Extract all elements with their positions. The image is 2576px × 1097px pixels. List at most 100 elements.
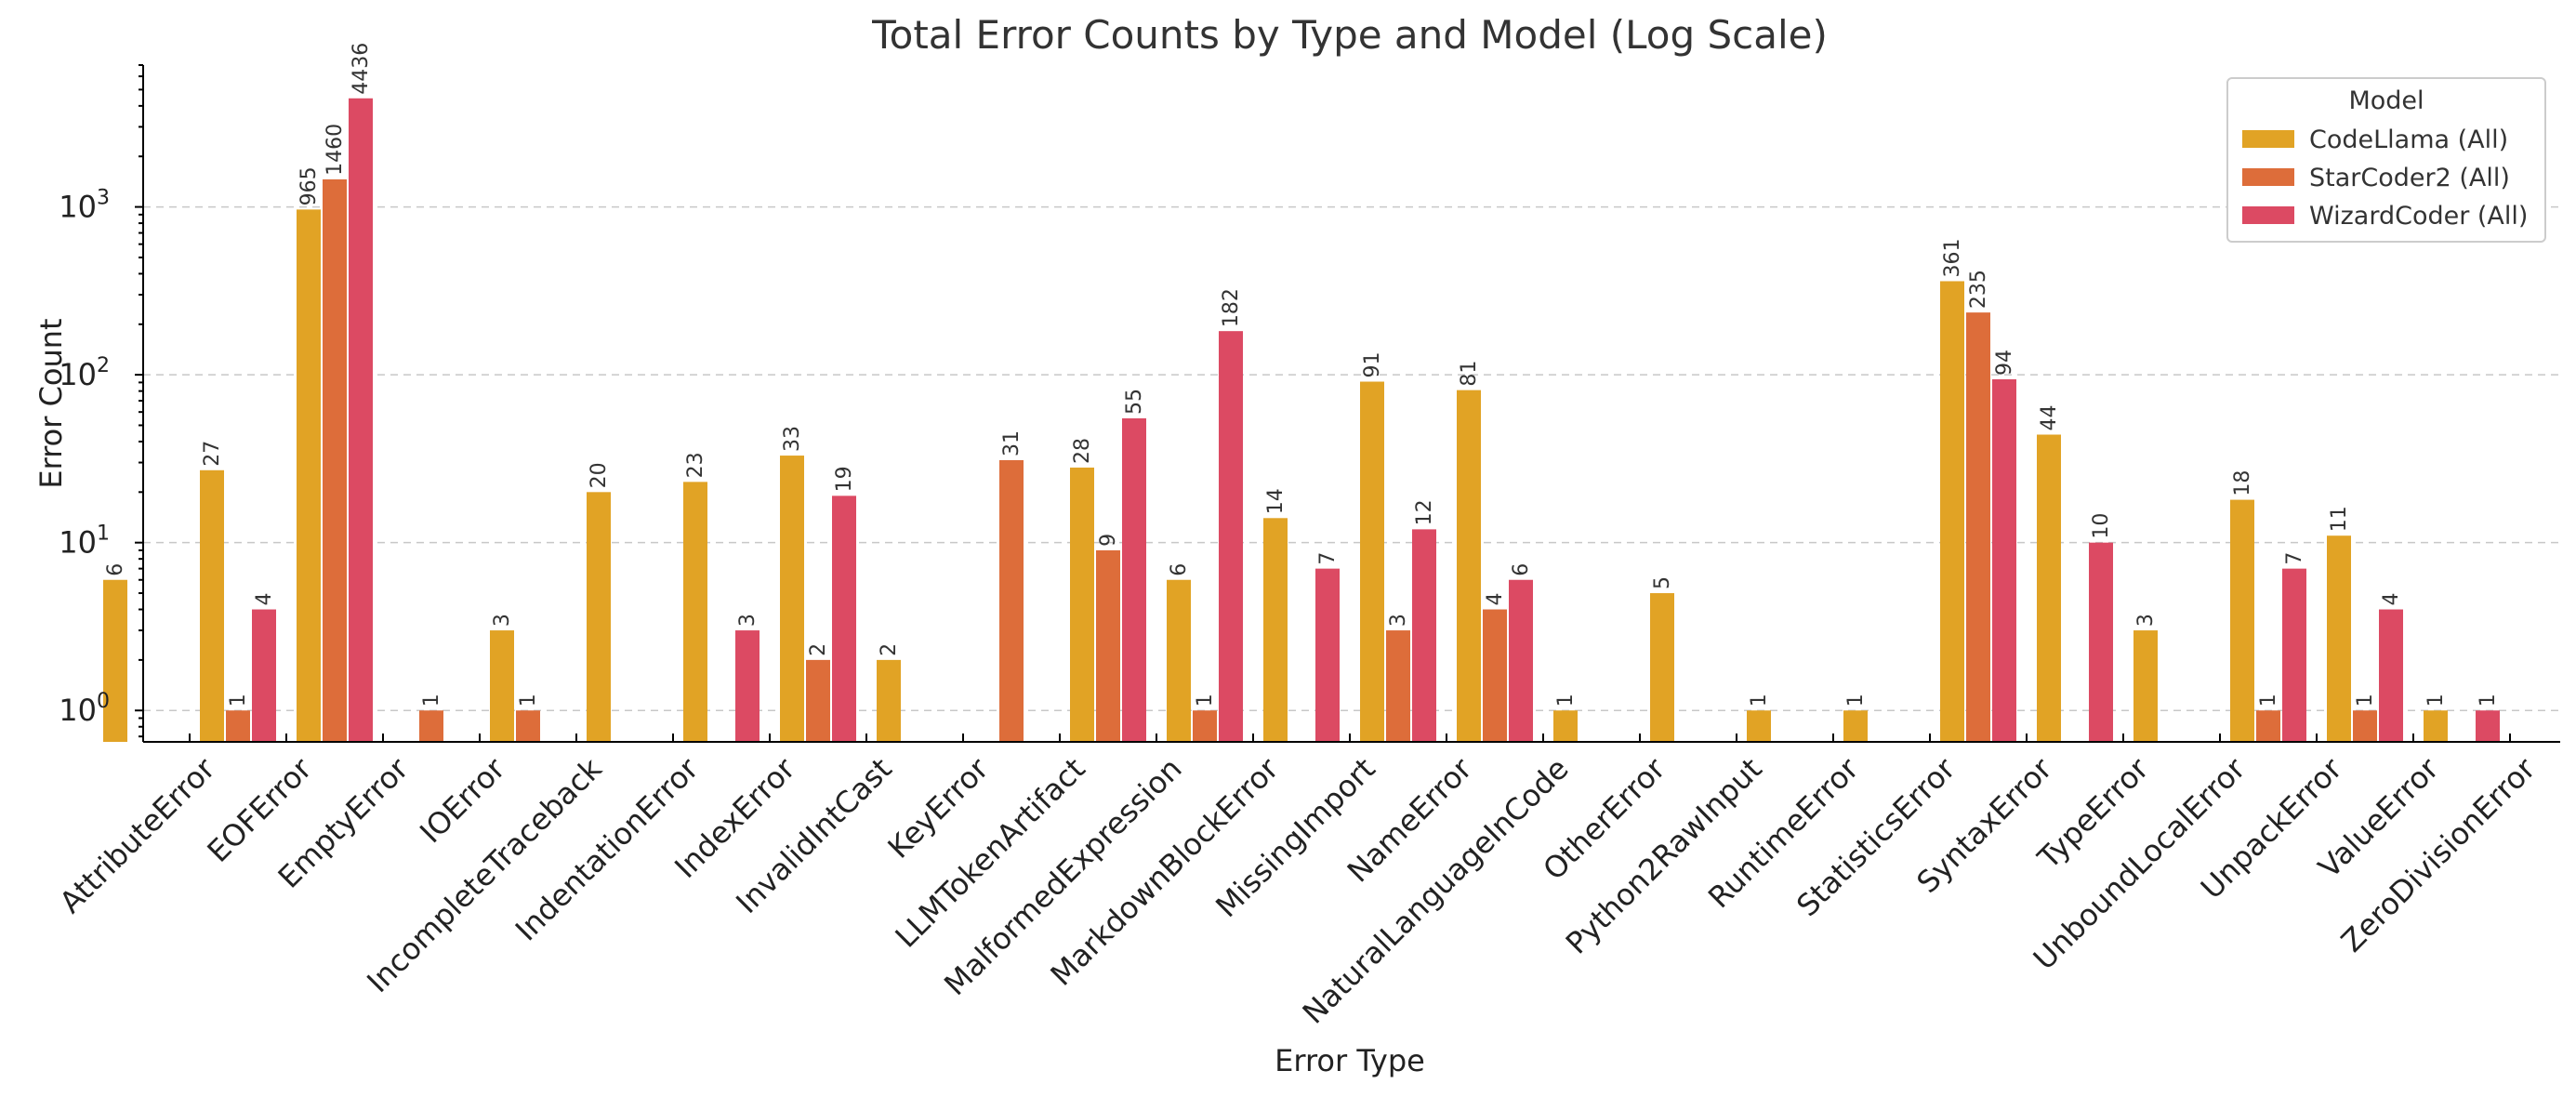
bar-ValueError-2	[2379, 609, 2403, 742]
data-label: 2	[807, 643, 830, 656]
x-tick-label: AttributeError	[53, 750, 223, 920]
bar-IndexError-2	[735, 630, 760, 742]
data-label: 20	[588, 462, 611, 488]
data-label: 1	[420, 694, 443, 707]
bar-ValueError-1	[2353, 710, 2377, 742]
bar-IncompleteTraceback-0	[490, 630, 514, 742]
data-label: 28	[1071, 438, 1094, 464]
data-label: 4436	[350, 43, 373, 95]
bar-EmptyError-0	[297, 209, 321, 742]
data-label: 6	[104, 563, 127, 576]
y-tick-label: 103	[59, 187, 110, 225]
data-label: 1	[517, 694, 540, 707]
bar-UnboundLocalError-0	[2133, 630, 2158, 742]
bar-IndexError-0	[683, 482, 707, 742]
bar-UnpackError-1	[2256, 710, 2280, 742]
bar-IndentationError-0	[587, 492, 611, 742]
bar-MarkdownBlockError-0	[1167, 579, 1191, 742]
data-label: 11	[2328, 506, 2351, 532]
bar-MalformedExpression-0	[1070, 467, 1094, 742]
data-label: 3	[1387, 614, 1410, 627]
y-tick-label: 100	[59, 690, 110, 728]
data-label: 1	[1194, 694, 1217, 707]
data-label: 12	[1413, 499, 1436, 525]
bar-SyntaxError-1	[1966, 312, 1990, 742]
bar-TypeError-0	[2037, 434, 2061, 742]
bar-NaturalLanguageInCode-0	[1457, 390, 1481, 742]
data-label: 182	[1220, 288, 1243, 327]
legend-label-1: StarCoder2 (All)	[2309, 164, 2510, 192]
legend-swatch-0	[2242, 130, 2294, 148]
data-label: 19	[833, 466, 856, 492]
bar-EmptyError-1	[323, 178, 347, 743]
legend-frame	[2226, 77, 2546, 243]
bar-AttributeError-0	[103, 579, 127, 742]
bar-InvalidIntCast-2	[832, 496, 856, 742]
x-tick-label: IndentationError	[509, 750, 706, 947]
bar-NameError-1	[1386, 630, 1410, 742]
bar-SyntaxError-0	[1940, 281, 1964, 742]
legend-label-0: CodeLlama (All)	[2309, 126, 2508, 154]
bar-MalformedExpression-1	[1096, 549, 1120, 742]
data-label: 1	[2257, 694, 2280, 707]
data-label: 4	[2380, 593, 2403, 606]
bar-UnpackError-2	[2282, 568, 2306, 742]
bar-MalformedExpression-2	[1122, 418, 1146, 742]
data-label: 94	[1993, 350, 2016, 376]
y-axis-title: Error Count	[33, 318, 69, 488]
bar-TypeError-2	[2089, 542, 2113, 742]
bar-EOFError-2	[252, 609, 276, 742]
data-label: 31	[1000, 430, 1024, 456]
data-label: 3	[491, 614, 514, 627]
bar-ZeroDivisionError-2	[2476, 710, 2500, 742]
bars	[103, 98, 2500, 743]
y-tick-label: 101	[59, 522, 110, 561]
bar-InvalidIntCast-0	[780, 456, 804, 742]
y-tick-label: 102	[59, 354, 110, 392]
data-label: 1	[2354, 694, 2377, 707]
data-label: 965	[297, 166, 321, 205]
legend-swatch-1	[2242, 168, 2294, 186]
data-label: 1	[1844, 694, 1868, 707]
data-label: 10	[2090, 513, 2113, 539]
data-label: 1	[227, 694, 250, 707]
bar-NaturalLanguageInCode-1	[1483, 609, 1507, 742]
bar-RuntimeError-0	[1747, 710, 1771, 742]
bar-LLMTokenArtifact-1	[999, 459, 1024, 742]
data-label: 14	[1264, 488, 1288, 514]
x-tick-label: IOError	[413, 750, 512, 850]
axes	[142, 65, 2560, 743]
legend-swatch-2	[2242, 206, 2294, 224]
bar-EOFError-0	[200, 469, 224, 742]
data-label: 1	[2424, 694, 2448, 707]
bar-InvalidIntCast-1	[806, 659, 830, 742]
data-label: 4	[253, 593, 276, 606]
data-label: 1	[1748, 694, 1771, 707]
bar-StatisticsError-0	[1843, 710, 1868, 742]
data-label: 1460	[324, 124, 347, 176]
bar-IOError-1	[419, 710, 443, 742]
x-axis-ticks: AttributeErrorEOFErrorEmptyErrorIOErrorI…	[53, 734, 2543, 1031]
data-label: 23	[684, 452, 707, 478]
data-label: 2	[878, 643, 901, 656]
bar-MarkdownBlockError-2	[1219, 331, 1243, 742]
bar-ZeroDivisionError-0	[2424, 710, 2448, 742]
bar-NameError-0	[1360, 381, 1384, 742]
data-label: 9	[1097, 534, 1120, 547]
data-label: 7	[2283, 552, 2306, 565]
data-label: 44	[2038, 405, 2061, 431]
legend-items: CodeLlama (All) StarCoder2 (All) WizardCod…	[2242, 126, 2528, 231]
data-label: 3	[2134, 614, 2158, 627]
data-label: 235	[1967, 270, 1990, 309]
bar-KeyError-0	[877, 659, 901, 742]
data-label: 1	[2477, 694, 2500, 707]
bar-ValueError-0	[2327, 535, 2351, 742]
data-label: 55	[1123, 389, 1146, 415]
legend-label-2: WizardCoder (All)	[2309, 202, 2528, 231]
bar-OtherError-0	[1553, 710, 1578, 742]
y-axis-ticks: 100 101 102 103	[59, 64, 143, 738]
bar-UnpackError-0	[2230, 499, 2254, 742]
